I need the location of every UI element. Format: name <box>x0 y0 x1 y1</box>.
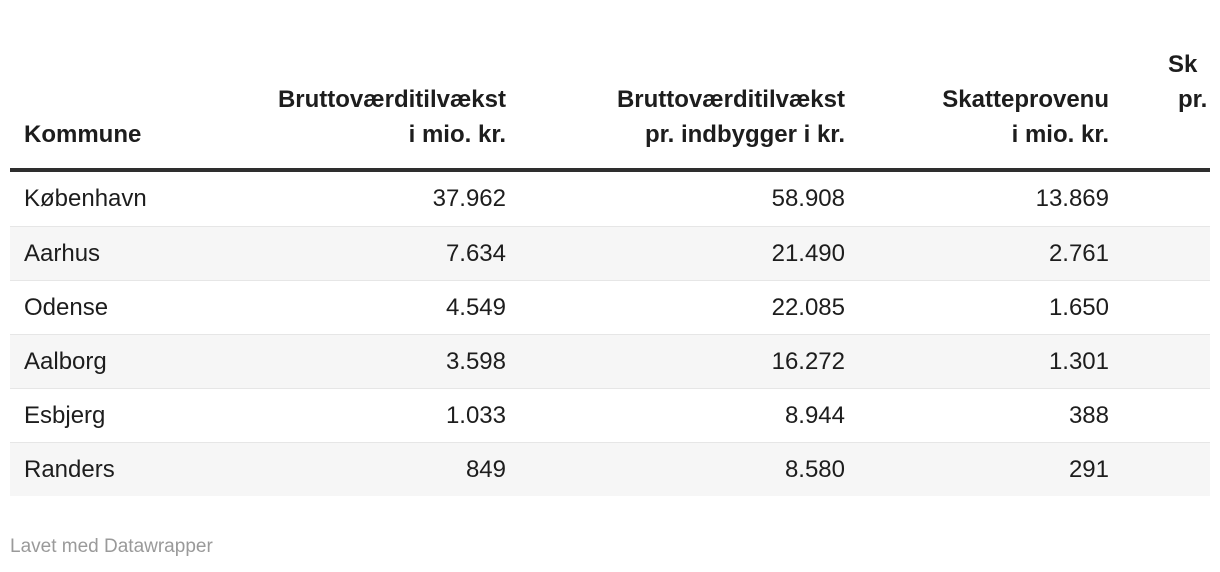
cell-bvt-pr-indbygger: 21.490 <box>771 239 845 267</box>
column-header-line: Bruttoværditilvækst <box>277 86 506 113</box>
cell-bvt-mio: 849 <box>465 455 506 483</box>
cell-kommune: Aarhus <box>24 239 101 267</box>
column-header-clipped-fragment-line2: pr. <box>1178 86 1208 113</box>
column-header-line: Bruttoværditilvækst <box>616 86 845 113</box>
cell-skatteprovenu-mio: 1.301 <box>1048 347 1109 375</box>
cell-kommune: Randers <box>24 455 115 483</box>
column-header-clipped-fragment-line1: Sk <box>1168 51 1198 78</box>
table-row: Aalborg 3.598 16.272 1.301 <box>10 334 1210 388</box>
cell-skatteprovenu-mio: 2.761 <box>1048 239 1109 267</box>
column-header-kommune: Kommune <box>24 121 142 148</box>
cell-skatteprovenu-mio: 13.869 <box>1035 185 1109 212</box>
column-header-line: pr. indbygger i kr. <box>644 121 845 148</box>
cell-skatteprovenu-mio: 388 <box>1068 401 1109 429</box>
cell-kommune: Odense <box>24 293 109 321</box>
cell-bvt-pr-indbygger: 8.944 <box>784 401 845 429</box>
cell-kommune: København <box>24 185 147 212</box>
cell-kommune: Esbjerg <box>24 401 106 429</box>
cell-bvt-mio: 37.962 <box>432 185 506 212</box>
column-header-line: Skatteprovenu <box>942 86 1109 113</box>
column-header-line: i mio. kr. <box>1011 121 1109 148</box>
cell-skatteprovenu-mio: 291 <box>1068 455 1109 483</box>
column-header-line: i mio. kr. <box>408 121 506 148</box>
cell-bvt-mio: 3.598 <box>445 347 506 375</box>
cell-bvt-mio: 7.634 <box>445 239 506 267</box>
datawrapper-credit-link[interactable]: Lavet med Datawrapper <box>10 536 213 557</box>
table-row: Randers 849 8.580 291 <box>10 442 1210 496</box>
cell-bvt-mio: 4.549 <box>445 293 506 321</box>
column-header-bruttovaerditilvaekst-mio: Bruttoværditilvækst i mio. kr. <box>278 82 506 152</box>
table-header-row: Kommune Bruttoværditilvækst i mio. kr. B… <box>10 0 1210 172</box>
table-row: Aarhus 7.634 21.490 2.761 <box>10 226 1210 280</box>
column-header-skatteprovenu-mio: Skatteprovenu i mio. kr. <box>942 82 1109 152</box>
cell-bvt-pr-indbygger: 22.085 <box>771 293 845 321</box>
cell-bvt-mio: 1.033 <box>445 401 506 429</box>
column-header-bruttovaerditilvaekst-pr-indbygger: Bruttoværditilvækst pr. indbygger i kr. <box>617 82 845 152</box>
table-row: København 37.962 58.908 13.869 <box>10 172 1210 226</box>
table-body: København 37.962 58.908 13.869 Aarhus 7.… <box>10 172 1210 496</box>
cell-bvt-pr-indbygger: 8.580 <box>784 455 845 483</box>
cell-bvt-pr-indbygger: 58.908 <box>771 185 845 212</box>
table-row: Odense 4.549 22.085 1.650 <box>10 280 1210 334</box>
cell-kommune: Aalborg <box>24 347 107 375</box>
cell-bvt-pr-indbygger: 16.272 <box>771 347 845 375</box>
table-row: Esbjerg 1.033 8.944 388 <box>10 388 1210 442</box>
cell-skatteprovenu-mio: 1.650 <box>1048 293 1109 321</box>
